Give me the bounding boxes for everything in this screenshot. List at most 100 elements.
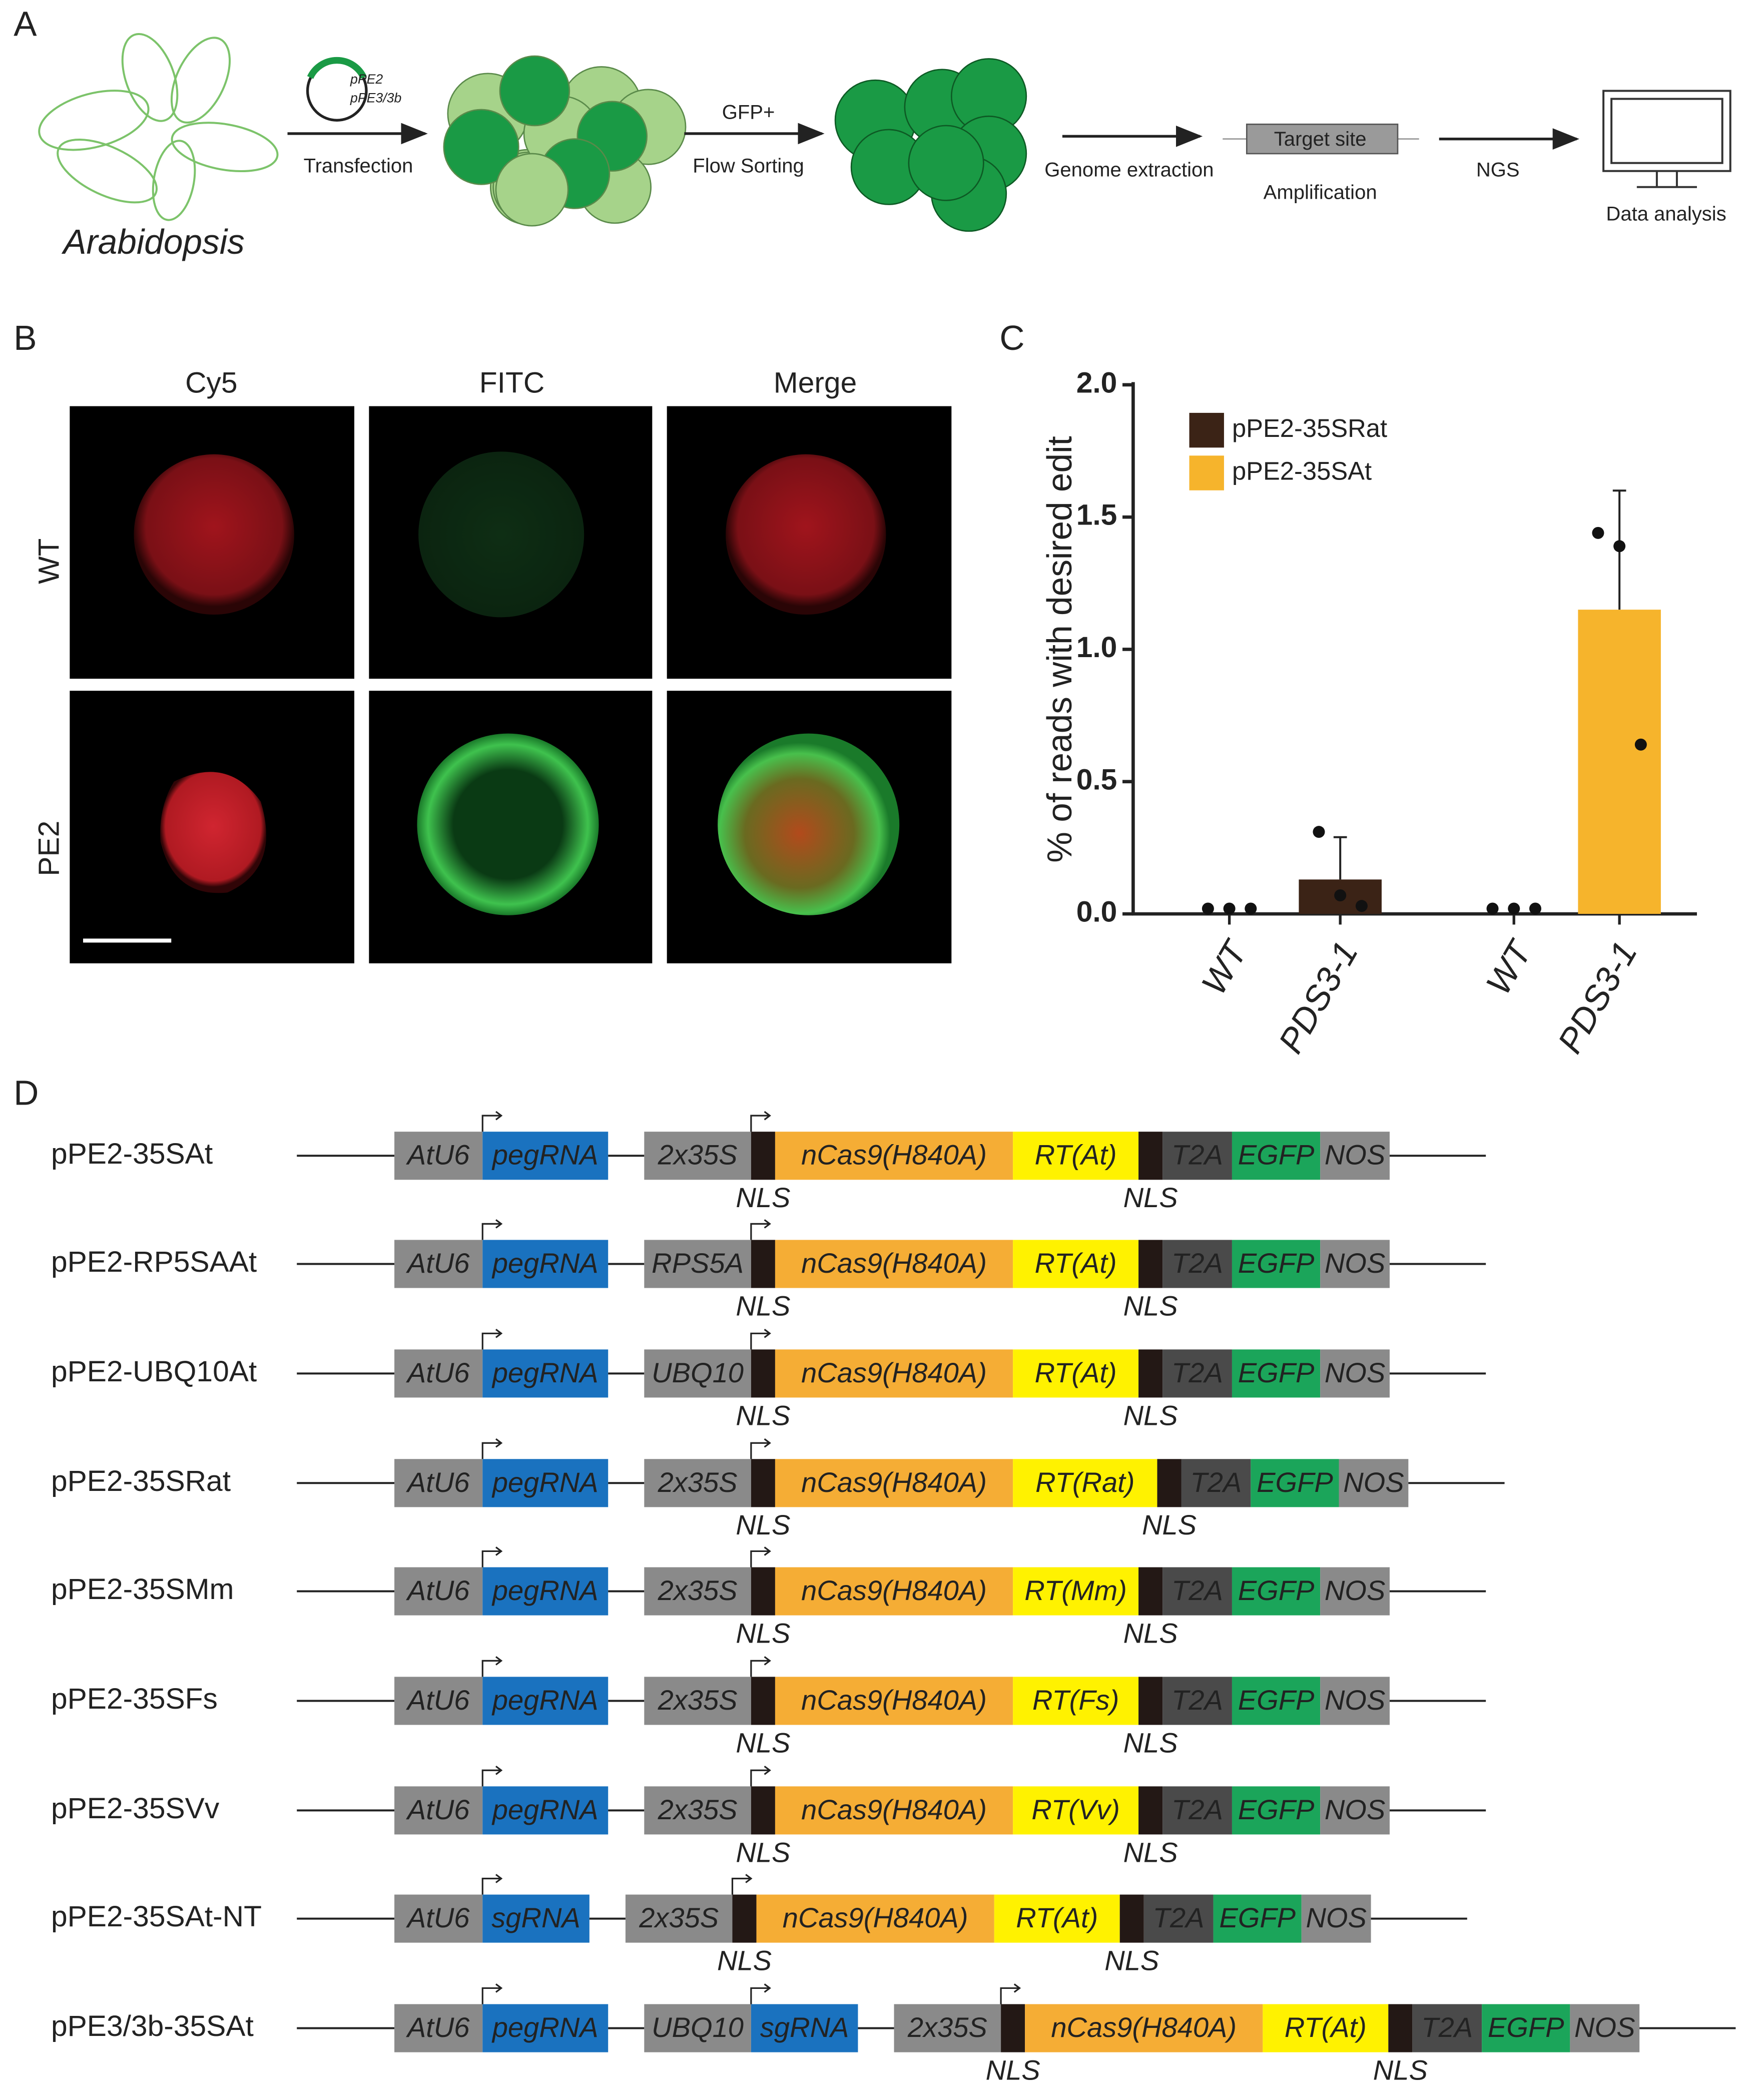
nls-label: NLS (1123, 1290, 1178, 1321)
element-box (1320, 1677, 1390, 1725)
bar (1578, 610, 1661, 914)
nls-label: NLS (736, 1617, 790, 1649)
element-box (1570, 2004, 1640, 2052)
element-box (1301, 1894, 1371, 1943)
nls-label: NLS (717, 1945, 772, 1976)
element-box (644, 1349, 751, 1398)
promoter-arrow (750, 1219, 771, 1240)
element-box (1001, 2004, 1025, 2052)
element-label: pegRNA (491, 1139, 599, 1171)
element-box (1251, 1459, 1339, 1507)
element-box (775, 1132, 1013, 1180)
element-label: T2A (1191, 1466, 1242, 1498)
nls-label: NLS (736, 1399, 790, 1431)
element-box (482, 1567, 609, 1616)
element-box (1013, 1459, 1157, 1507)
element-box (1412, 2004, 1482, 2052)
data-point (1202, 902, 1214, 915)
promoter-arrow (750, 1983, 771, 2004)
element-label: RT(Mm) (1024, 1575, 1126, 1606)
element-label: nCas9(H840A) (801, 1684, 987, 1716)
element-label: 2x35S (639, 1902, 719, 1933)
element-box (1320, 1786, 1390, 1835)
x-tick-label: PDS3-1 (1271, 935, 1365, 1060)
promoter-arrow (481, 1983, 503, 2004)
element-label: T2A (1171, 1139, 1223, 1171)
promoter-arrow (750, 1329, 771, 1350)
element-label: T2A (1153, 1902, 1205, 1933)
element-label: pegRNA (491, 1247, 599, 1279)
element-box (394, 1677, 483, 1725)
element-box (644, 2004, 751, 2052)
nls-label: NLS (736, 1509, 790, 1540)
step-label: Transfection (304, 155, 413, 177)
construct-name: pPE2-UBQ10At (51, 1355, 257, 1388)
element-label: pegRNA (491, 1794, 599, 1825)
element-box (394, 1240, 483, 1288)
promoter-arrow (750, 1546, 771, 1567)
element-label: RT(Rat) (1035, 1466, 1134, 1498)
element-box (644, 1677, 751, 1725)
element-box (1232, 1132, 1321, 1180)
element-box (1232, 1567, 1321, 1616)
element-box (1138, 1132, 1163, 1180)
element-box (482, 1894, 590, 1943)
element-box (1013, 1349, 1139, 1398)
target-box (1246, 123, 1399, 155)
element-box (1320, 1132, 1390, 1180)
element-box (775, 1459, 1013, 1507)
plasmid-label: pPE3/3b (350, 91, 402, 106)
element-box (644, 1132, 751, 1180)
element-label: sgRNA (760, 2011, 849, 2043)
promoter-arrow (481, 1656, 503, 1677)
element-box (994, 1894, 1120, 1943)
element-box (394, 1132, 483, 1180)
element-box (1232, 1240, 1321, 1288)
data-point (1486, 902, 1499, 915)
element-label: RT(At) (1035, 1139, 1117, 1171)
panel-b: B Cy5 FITC Merge WT PE2 (14, 318, 952, 963)
data-point (1355, 900, 1368, 912)
promoter-arrow (750, 1656, 771, 1677)
nls-label: NLS (736, 1836, 790, 1868)
x-tick-label: WT (1478, 933, 1540, 1001)
element-box (1388, 2004, 1413, 2052)
nls-label: NLS (736, 1290, 790, 1321)
construct-name: pPE2-35SAt (51, 1138, 213, 1170)
element-label: AtU6 (406, 1466, 470, 1498)
element-box (1339, 1459, 1409, 1507)
nls-label: NLS (736, 1182, 790, 1213)
element-box (1162, 1786, 1232, 1835)
element-box (751, 1349, 775, 1398)
element-label: nCas9(H840A) (801, 1357, 987, 1388)
construct-name: pPE2-35SFs (51, 1683, 218, 1715)
step-label: Flow Sorting (693, 155, 804, 177)
element-label: NOS (1325, 1684, 1385, 1716)
promoter-arrow (481, 1438, 503, 1459)
element-label: AtU6 (406, 2011, 470, 2043)
element-label: RT(At) (1016, 1902, 1098, 1933)
element-label: EGFP (1238, 1357, 1315, 1388)
element-label: NOS (1306, 1902, 1366, 1933)
element-label: T2A (1171, 1357, 1223, 1388)
element-box (482, 1459, 609, 1507)
element-box (751, 1567, 775, 1616)
element-label: 2x35S (658, 1575, 738, 1606)
construct-name: pPE2-35SAt-NT (51, 1900, 262, 1933)
element-box (751, 1459, 775, 1507)
nls-label: NLS (986, 2054, 1040, 2085)
element-label: T2A (1171, 1684, 1223, 1716)
element-box (1013, 1132, 1139, 1180)
element-box (394, 2004, 483, 2052)
element-box (1138, 1786, 1163, 1835)
element-box (1482, 2004, 1570, 2052)
construct-name: pPE2-35SMm (51, 1573, 234, 1606)
element-label: 2x35S (658, 1466, 738, 1498)
element-box (751, 1677, 775, 1725)
data-point (1613, 540, 1626, 553)
panel-letter: C (999, 318, 1024, 357)
element-label: nCas9(H840A) (801, 1794, 987, 1825)
data-point (1529, 902, 1541, 915)
element-box (482, 1349, 609, 1398)
